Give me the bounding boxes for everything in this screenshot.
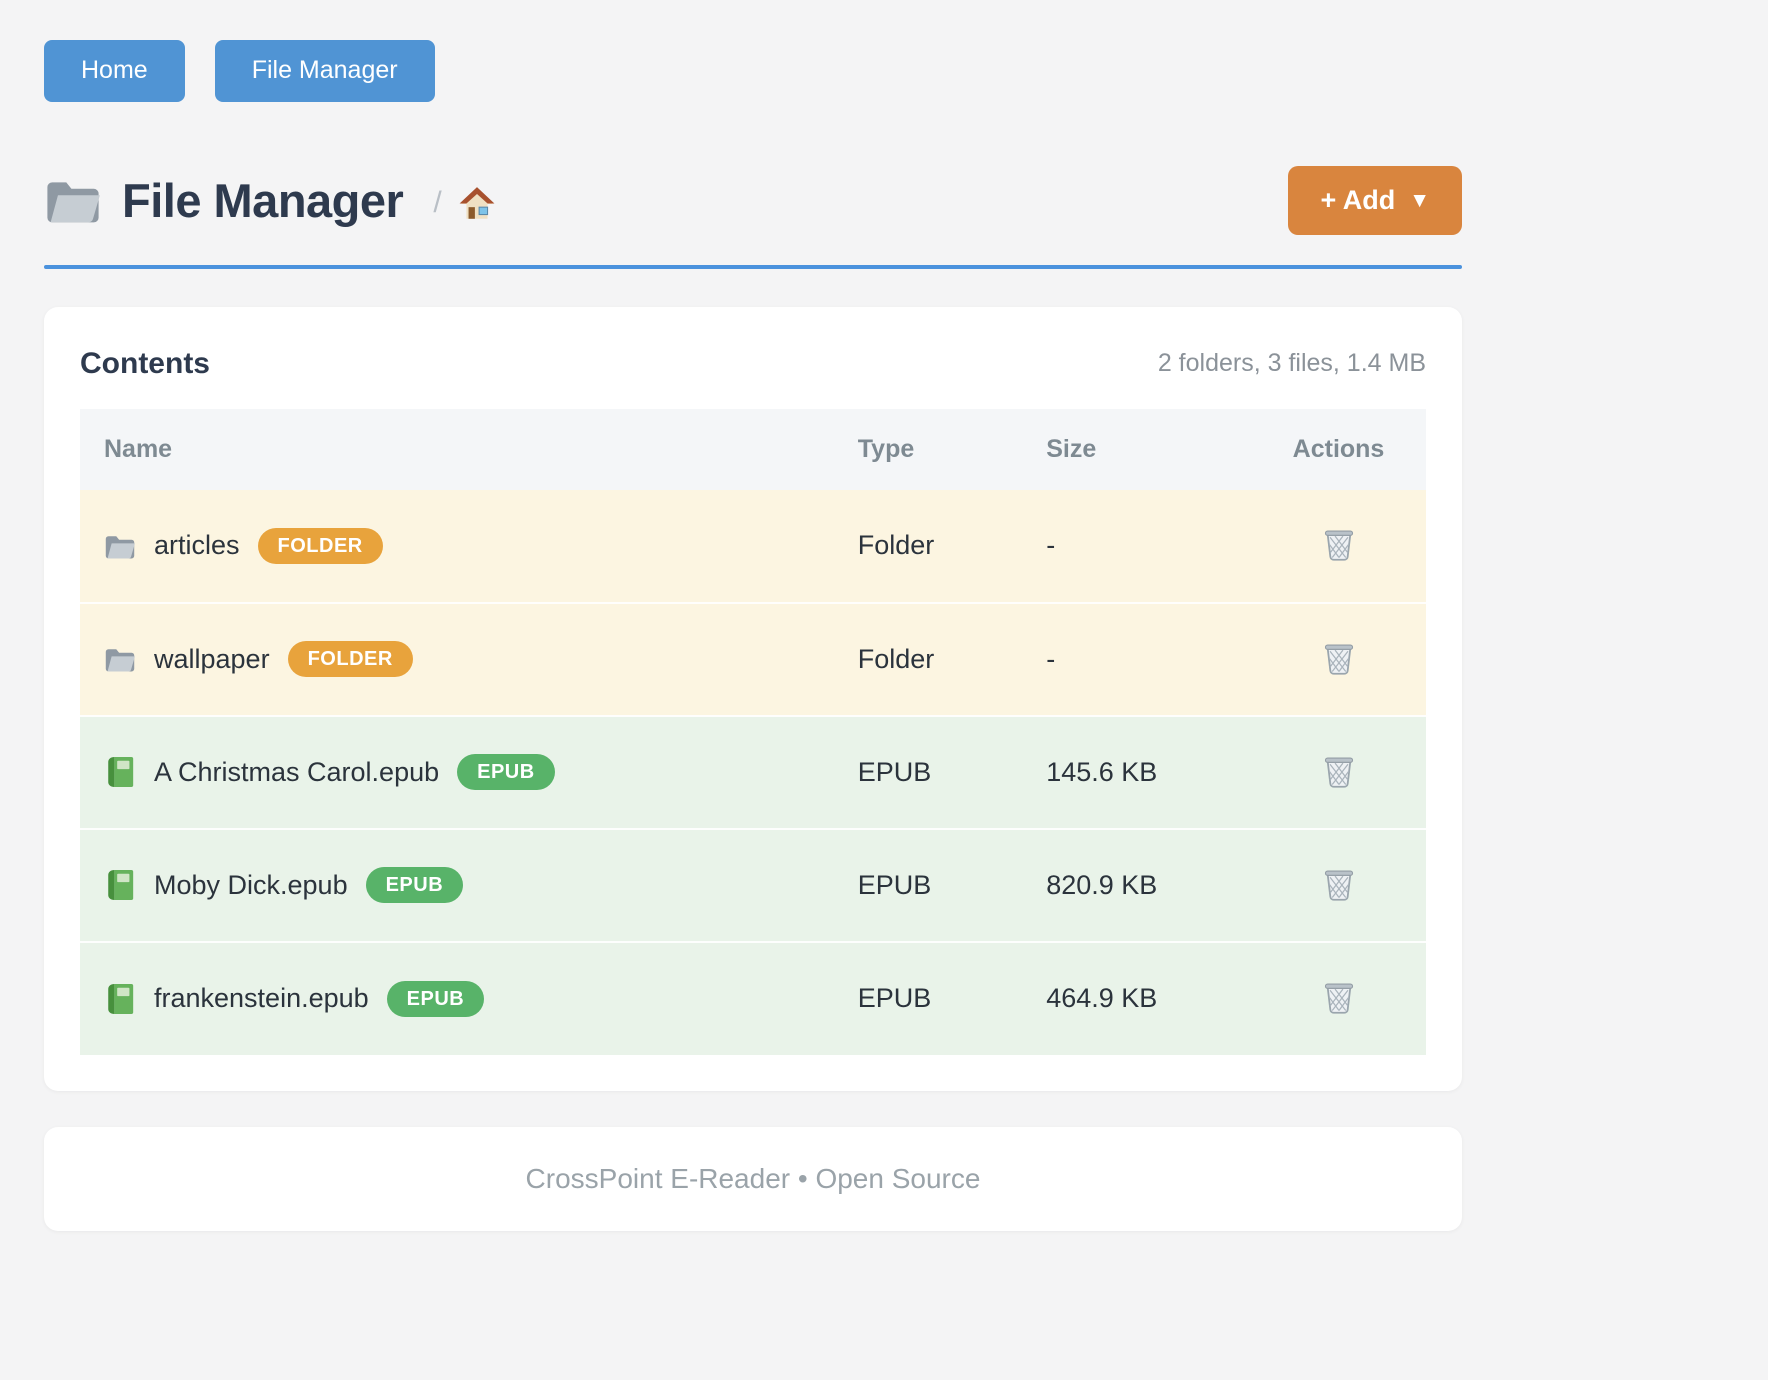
delete-button[interactable] <box>1318 636 1360 680</box>
file-type: EPUB <box>833 827 1023 942</box>
column-header-type: Type <box>833 408 1023 490</box>
file-type: EPUB <box>833 940 1023 1055</box>
epub-badge: EPUB <box>457 754 555 790</box>
folder-badge: FOLDER <box>287 641 413 677</box>
table-row: wallpaper FOLDER Folder - <box>80 601 1426 716</box>
contents-card: Contents 2 folders, 3 files, 1.4 MB Name… <box>44 306 1462 1091</box>
breadcrumb-separator: / <box>433 186 442 219</box>
delete-button[interactable] <box>1318 975 1360 1019</box>
footer: CrossPoint E-Reader • Open Source <box>44 1126 1462 1231</box>
page-header: File Manager / + Add ▼ <box>44 165 1462 235</box>
file-name-link[interactable]: wallpaper <box>154 643 270 674</box>
trash-icon <box>1322 753 1356 789</box>
contents-summary: 2 folders, 3 files, 1.4 MB <box>1157 349 1426 377</box>
epub-badge: EPUB <box>365 867 464 903</box>
table-row: frankenstein.epub EPUB EPUB 464.9 KB <box>80 940 1426 1055</box>
file-name-link[interactable]: Moby Dick.epub <box>154 869 348 900</box>
table-header-row: Name Type Size Actions <box>80 408 1426 490</box>
accent-divider <box>44 264 1462 269</box>
page-title: File Manager <box>122 173 404 227</box>
add-button-label: + Add <box>1320 184 1396 215</box>
file-type: EPUB <box>833 714 1023 829</box>
folder-badge: FOLDER <box>257 527 383 564</box>
footer-text: CrossPoint E-Reader • Open Source <box>525 1162 981 1194</box>
file-size: 820.9 KB <box>1022 827 1252 942</box>
file-size: - <box>1046 530 1056 560</box>
column-header-actions: Actions <box>1251 408 1426 490</box>
trash-icon <box>1322 979 1356 1015</box>
epub-badge: EPUB <box>386 980 485 1017</box>
column-header-name: Name <box>80 408 834 490</box>
trash-icon <box>1322 866 1356 902</box>
book-icon <box>104 869 136 901</box>
table-row: articles FOLDER Folder - <box>80 489 1426 603</box>
add-button[interactable]: + Add ▼ <box>1288 165 1462 235</box>
contents-card-header: Contents 2 folders, 3 files, 1.4 MB <box>80 347 1426 381</box>
top-nav: Home File Manager <box>44 40 1462 102</box>
file-name-link[interactable]: A Christmas Carol.epub <box>154 756 440 787</box>
file-type: Folder <box>833 601 1023 716</box>
home-icon[interactable] <box>458 177 496 223</box>
folder-icon <box>104 530 136 562</box>
nav-file-manager-button[interactable]: File Manager <box>214 40 435 102</box>
file-size: 464.9 KB <box>1022 940 1252 1055</box>
trash-icon <box>1322 640 1356 676</box>
contents-title: Contents <box>80 346 210 380</box>
nav-home-button[interactable]: Home <box>44 40 185 102</box>
chevron-down-icon: ▼ <box>1409 189 1430 212</box>
book-icon <box>104 983 136 1015</box>
file-name-link[interactable]: articles <box>154 530 240 560</box>
delete-button[interactable] <box>1318 862 1360 906</box>
folder-icon <box>104 643 136 675</box>
page-container: Home File Manager File Manager / + Add ▼… <box>44 40 1462 1231</box>
folder-icon <box>44 176 102 224</box>
trash-icon <box>1322 526 1356 562</box>
file-type: Folder <box>857 530 935 560</box>
file-table: Name Type Size Actions articles FOLDER F… <box>80 408 1426 1055</box>
column-header-size: Size <box>1022 408 1252 490</box>
file-size: - <box>1022 601 1252 716</box>
delete-button[interactable] <box>1318 522 1360 566</box>
table-row: Moby Dick.epub EPUB EPUB 820.9 KB <box>80 827 1426 942</box>
file-name-link[interactable]: frankenstein.epub <box>154 983 369 1013</box>
file-size: 145.6 KB <box>1022 714 1252 829</box>
delete-button[interactable] <box>1318 749 1360 793</box>
table-row: A Christmas Carol.epub EPUB EPUB 145.6 K… <box>80 714 1426 829</box>
book-icon <box>104 756 136 788</box>
